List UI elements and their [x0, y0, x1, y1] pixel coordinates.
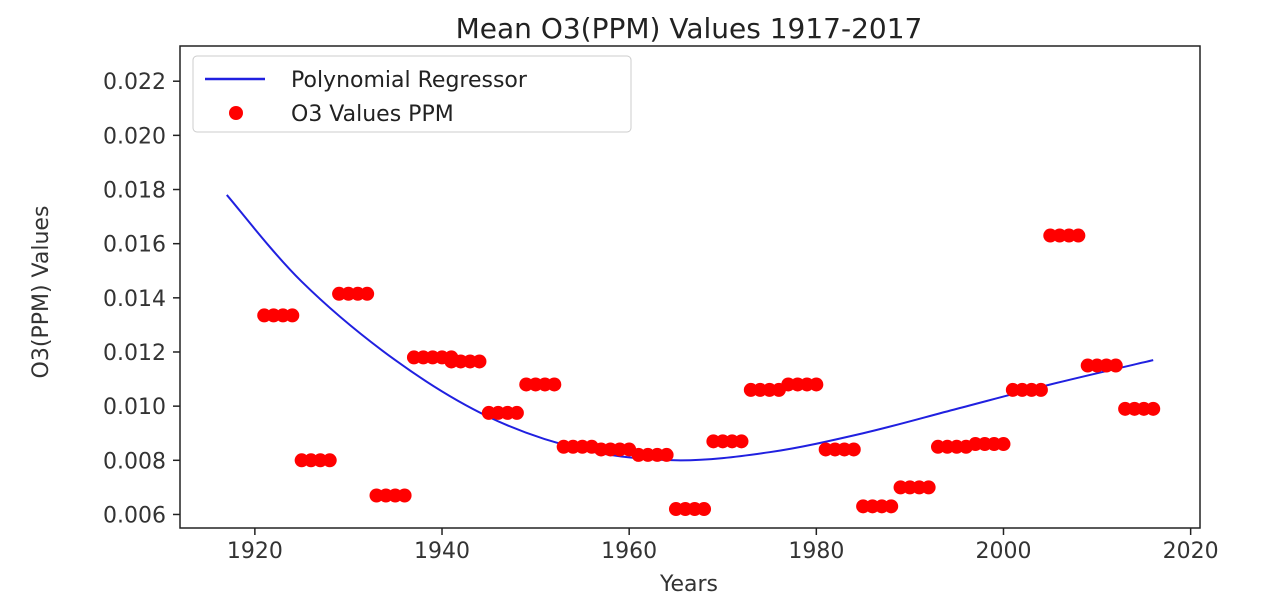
y-tick-label: 0.012	[103, 341, 166, 366]
o3-data-point	[397, 488, 412, 503]
x-tick-label: 1940	[414, 539, 470, 564]
legend-point-swatch	[229, 106, 243, 120]
o3-data-point	[809, 377, 824, 392]
o3-data-point	[921, 480, 936, 495]
legend: Polynomial Regressor O3 Values PPM	[192, 55, 632, 133]
x-tick-label: 2020	[1163, 539, 1219, 564]
x-tick-label: 1980	[788, 539, 844, 564]
o3-data-point	[1146, 401, 1161, 416]
x-tick-label: 1960	[601, 539, 657, 564]
y-axis-label: O3(PPM) Values	[29, 206, 54, 379]
y-tick-label: 0.008	[103, 449, 166, 474]
y-tick-label: 0.018	[103, 179, 166, 204]
regression-line	[226, 194, 1154, 462]
o3-data-point	[734, 434, 749, 449]
o3-data-point	[884, 499, 899, 514]
o3-data-point	[1071, 228, 1086, 243]
axes-frame	[179, 45, 1201, 529]
o3-data-point	[360, 286, 375, 301]
x-tick-label: 2000	[975, 539, 1031, 564]
x-tick-label: 1920	[227, 539, 283, 564]
legend-label-values: O3 Values PPM	[291, 102, 454, 127]
y-tick-label: 0.010	[103, 395, 166, 420]
x-axis-label: Years	[659, 572, 718, 597]
legend-label-regressor: Polynomial Regressor	[291, 68, 528, 93]
o3-data-point	[996, 437, 1011, 452]
o3-data-point	[509, 405, 524, 420]
o3-data-point	[697, 502, 712, 517]
y-tick-label: 0.006	[103, 503, 166, 528]
o3-data-point	[547, 377, 562, 392]
y-tick-label: 0.022	[103, 70, 166, 95]
y-tick-label: 0.014	[103, 287, 166, 312]
y-tick-label: 0.016	[103, 233, 166, 258]
o3-data-point	[322, 453, 337, 468]
o3-data-point	[472, 354, 487, 369]
chart-title: Mean O3(PPM) Values 1917-2017	[456, 12, 923, 45]
y-tick-label: 0.020	[103, 124, 166, 149]
o3-data-point	[659, 447, 674, 462]
legend-box	[192, 55, 632, 133]
o3-data-point	[285, 308, 300, 323]
o3-data-point	[1033, 382, 1048, 397]
o3-data-point	[846, 442, 861, 457]
o3-data-point	[1108, 358, 1123, 373]
plot-area: 1920 1940 1960 1980 2000 2020 0.006 0.008 0.010 0…	[103, 45, 1219, 564]
